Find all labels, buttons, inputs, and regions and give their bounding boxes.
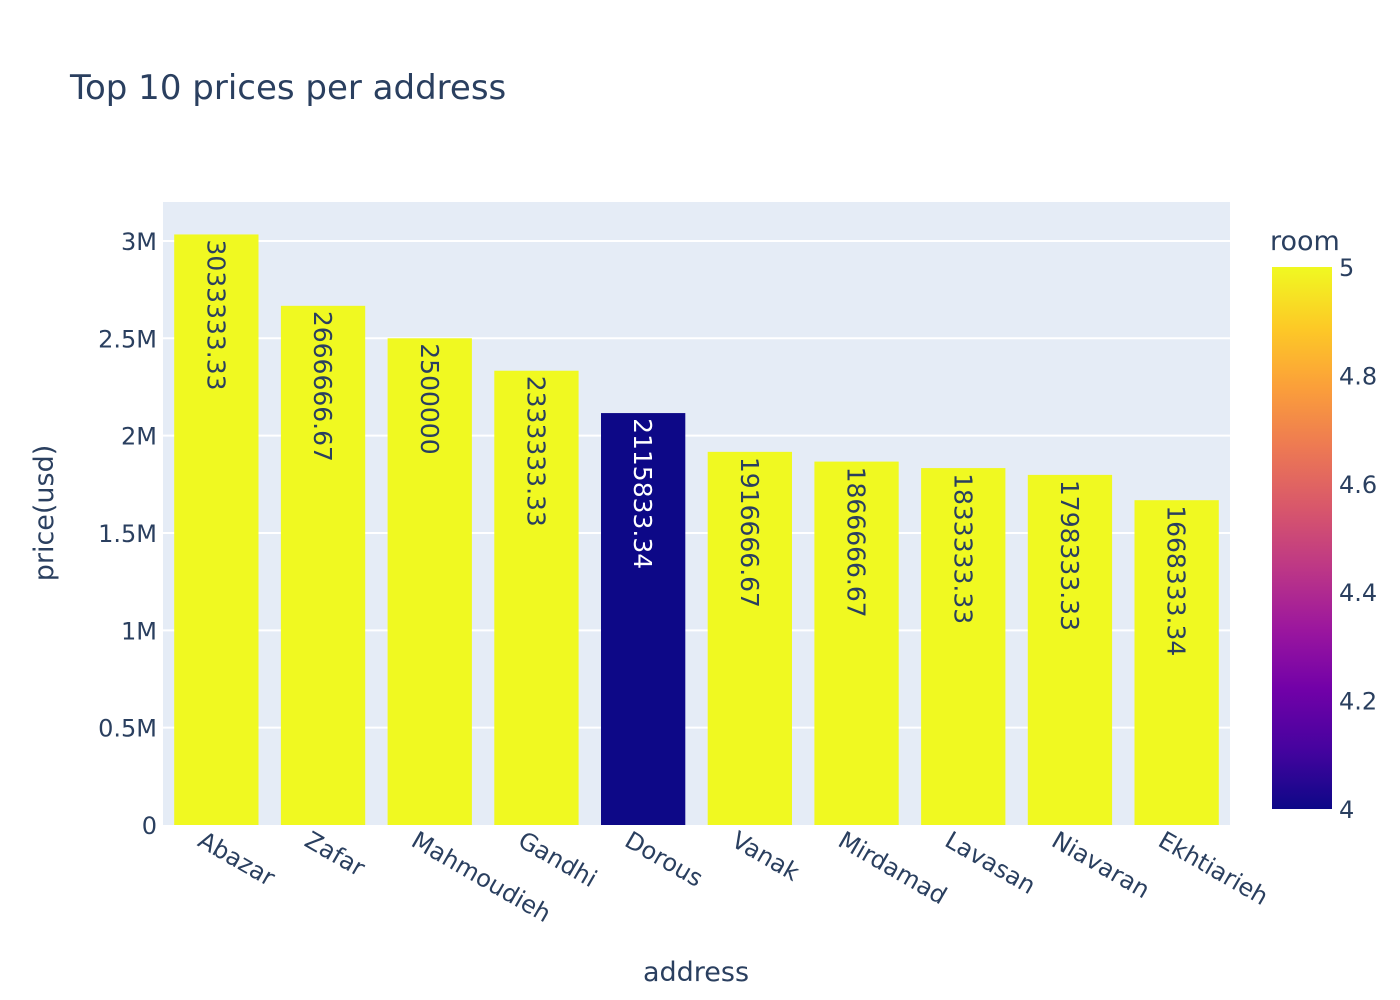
x-tick-label: Abazar: [193, 826, 279, 892]
y-tick-label: 0.5M: [98, 715, 157, 743]
bar-value-labels: 3033333.33 2666666.67 2500000 2333333.33 211…: [201, 239, 1190, 656]
x-tick-label: Vanak: [727, 826, 804, 887]
bar-mahmoudieh[interactable]: [387, 338, 472, 825]
bar-abazar[interactable]: [174, 234, 259, 825]
bar-dorous[interactable]: [601, 413, 686, 825]
y-tick-label: 1M: [121, 617, 157, 645]
x-tick-label: Gandhi: [513, 826, 601, 893]
x-tick-label: Dorous: [620, 826, 708, 893]
y-tick-label: 3M: [121, 228, 157, 256]
bar-value-label: 2115833.34: [628, 418, 657, 569]
bar-value-label: 2500000: [415, 343, 444, 454]
bar-lavasan[interactable]: [921, 468, 1006, 825]
colorbar-tick-label: 4.4: [1339, 579, 1377, 607]
colorbar-tick-label: 4: [1339, 796, 1354, 824]
bar-ekhtiarieh[interactable]: [1134, 500, 1219, 825]
bar-vanak[interactable]: [707, 451, 792, 825]
y-tick-label: 1.5M: [98, 520, 157, 548]
colorbar-tick-label: 5: [1339, 254, 1354, 282]
colorbar-tick-label: 4.6: [1339, 471, 1377, 499]
bar-value-label: 1798333.33: [1055, 480, 1084, 631]
bar-value-label: 1833333.33: [948, 473, 977, 624]
bar-value-label: 2333333.33: [521, 376, 550, 527]
y-tick-label: 2M: [121, 423, 157, 451]
bar-gandhi[interactable]: [494, 370, 579, 825]
y-tick-label: 0: [142, 812, 157, 840]
x-tick-label: Lavasan: [940, 826, 1040, 900]
colorbar-tick-label: 4.2: [1339, 688, 1377, 716]
y-axis-title: price(usd): [29, 445, 60, 582]
bar-value-label: 3033333.33: [201, 239, 230, 390]
bars: [174, 234, 1219, 825]
y-axis-ticks: 0 0.5M 1M 1.5M 2M 2.5M 3M: [98, 228, 157, 840]
colorbar-tick-label: 4.8: [1339, 362, 1377, 390]
colorbar: [1272, 267, 1332, 809]
bar-zafar[interactable]: [280, 305, 366, 825]
x-tick-label: Zafar: [300, 826, 370, 882]
bar-value-label: 1916666.67: [735, 457, 764, 608]
y-tick-label: 2.5M: [98, 325, 157, 353]
colorbar-title: room: [1270, 226, 1340, 257]
chart-title: Top 10 prices per address: [69, 68, 506, 108]
bar-value-label: 1668333.34: [1162, 505, 1191, 656]
bar-mirdamad[interactable]: [814, 461, 899, 825]
bar-niavaran[interactable]: [1027, 474, 1113, 825]
x-tick-label: Niavaran: [1047, 826, 1155, 904]
bar-value-label: 1866666.67: [842, 467, 871, 618]
colorbar-ticks: 4 4.2 4.4 4.6 4.8 5: [1339, 254, 1377, 824]
x-axis-title: address: [643, 957, 749, 988]
x-tick-label: Mirdamad: [834, 826, 952, 910]
x-tick-label: Ekhtiarieh: [1154, 826, 1273, 911]
bar-value-label: 2666666.67: [308, 311, 337, 462]
